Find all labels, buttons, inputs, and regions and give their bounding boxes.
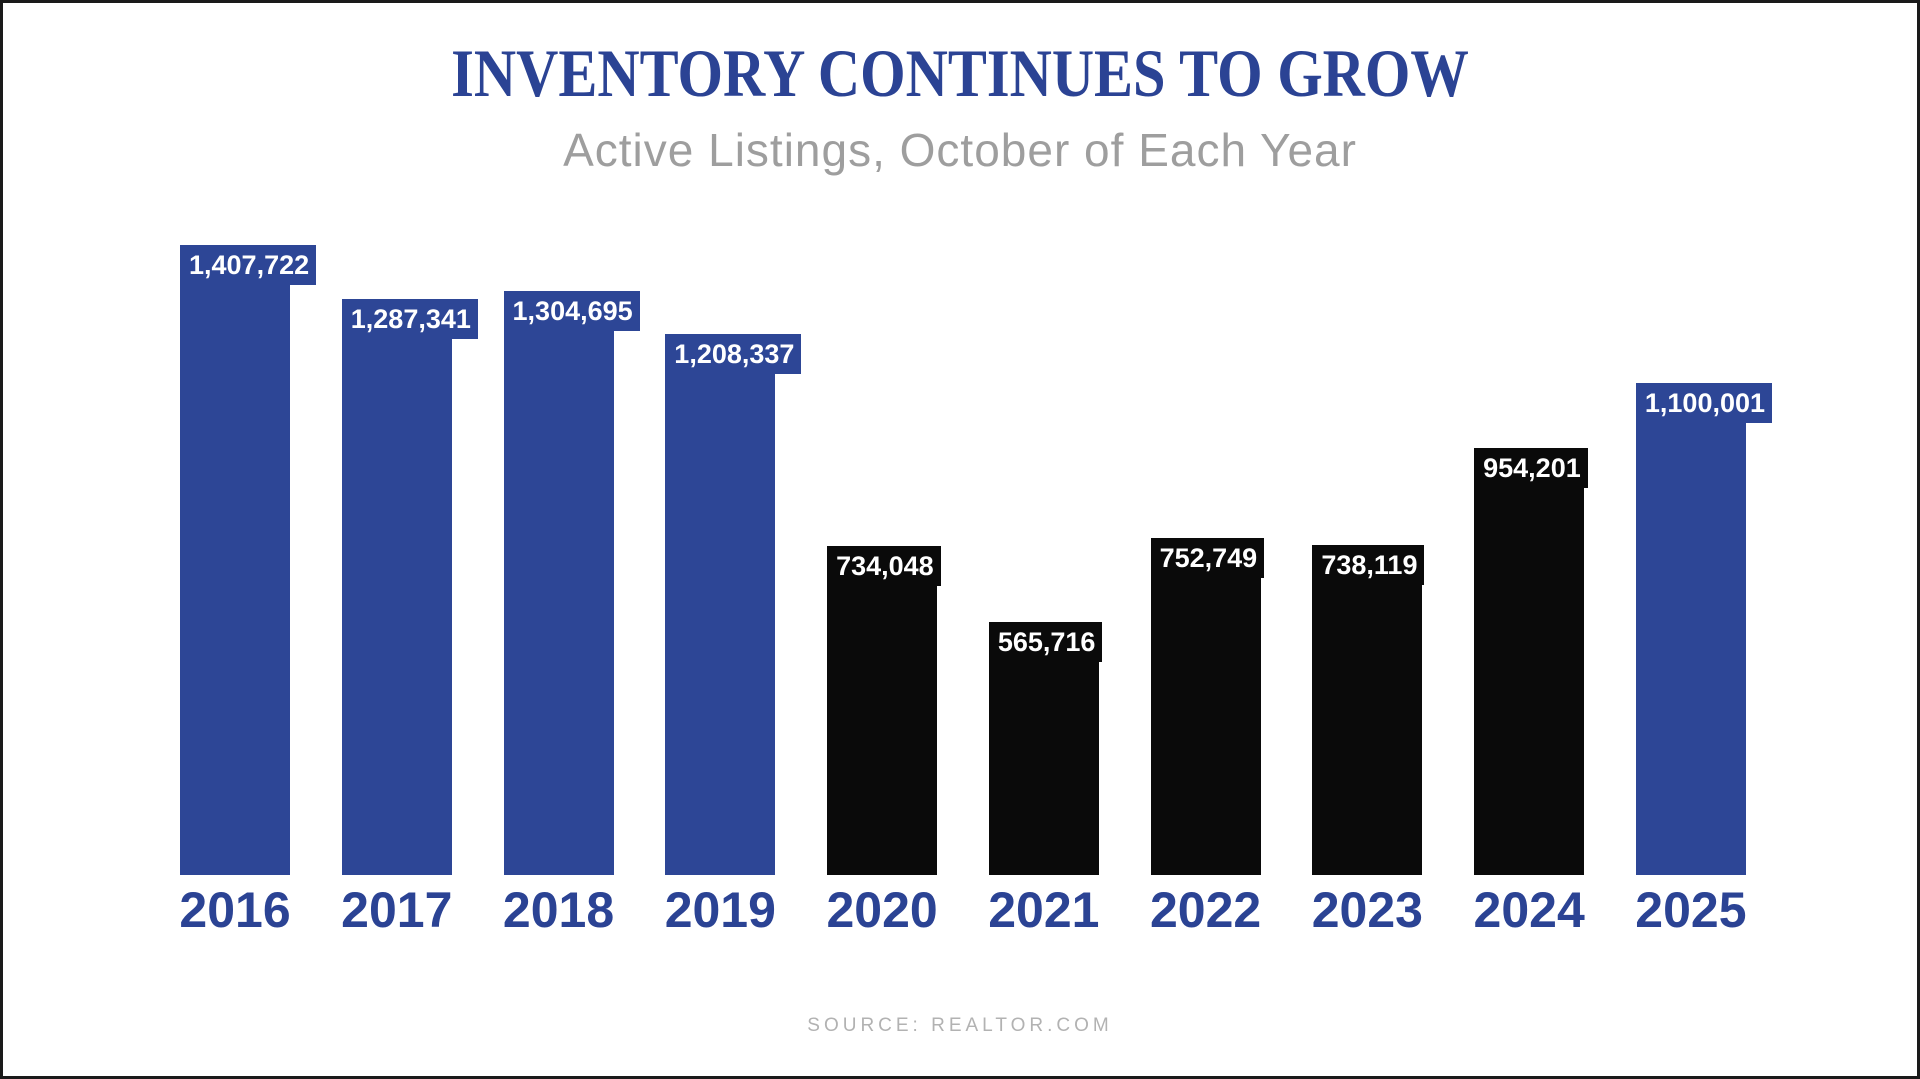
year-label-2023: 2023 <box>1311 882 1423 938</box>
year-label-2016: 2016 <box>179 882 291 938</box>
source-text: SOURCE: REALTOR.COM <box>807 1015 1113 1036</box>
year-label-2018: 2018 <box>502 882 615 938</box>
bar-2025: 1,100,001 <box>1635 383 1773 875</box>
bar-value-label-2023: 738,119 <box>1312 545 1425 585</box>
chart-footer: SOURCE: REALTOR.COM <box>3 1015 1917 1037</box>
year-label-2019: 2019 <box>664 882 776 938</box>
year-label-2025: 2025 <box>1635 882 1747 938</box>
bar-2017: 1,287,341 <box>341 299 478 875</box>
bar-chart: 1,407,722 1,287,341 1,304,695 1,208,337 734,… <box>180 245 1773 875</box>
year-label-2024: 2024 <box>1473 882 1585 938</box>
bar-2023: 738,119 <box>1312 545 1425 875</box>
bar-2021: 565,716 <box>988 622 1103 875</box>
bar-value-label-2016: 1,407,722 <box>180 245 317 285</box>
chart-header: INVENTORY CONTINUES TO GROW Active Listi… <box>3 39 1917 177</box>
chart-subtitle: Active Listings, October of Each Year <box>563 124 1357 176</box>
x-axis: 2016 2017 2018 2019 2020 2021 2022 2023 2024 2025 <box>179 882 1747 938</box>
bar-value-label-2025: 1,100,001 <box>1635 383 1773 423</box>
bar-value-label-2020: 734,048 <box>827 546 941 586</box>
bar-2020: 734,048 <box>827 546 941 875</box>
bar-value-label-2021: 565,716 <box>988 622 1103 662</box>
bar-value-label-2024: 954,201 <box>1474 448 1588 488</box>
bar-value-label-2018: 1,304,695 <box>503 291 640 331</box>
year-label-2021: 2021 <box>988 882 1100 938</box>
bar-2024: 954,201 <box>1474 448 1588 875</box>
bar-2016: 1,407,722 <box>180 245 317 875</box>
year-label-2020: 2020 <box>826 882 938 938</box>
bar-value-label-2019: 1,208,337 <box>665 334 802 374</box>
bar-2019: 1,208,337 <box>665 334 802 875</box>
bar-2022: 752,749 <box>1150 538 1265 875</box>
bar-value-label-2022: 752,749 <box>1150 538 1265 578</box>
year-label-2022: 2022 <box>1149 882 1262 938</box>
chart-title: INVENTORY CONTINUES TO GROW <box>451 35 1469 111</box>
bar-value-label-2017: 1,287,341 <box>341 299 478 339</box>
year-label-2017: 2017 <box>341 882 453 938</box>
bar-2018: 1,304,695 <box>503 291 640 875</box>
